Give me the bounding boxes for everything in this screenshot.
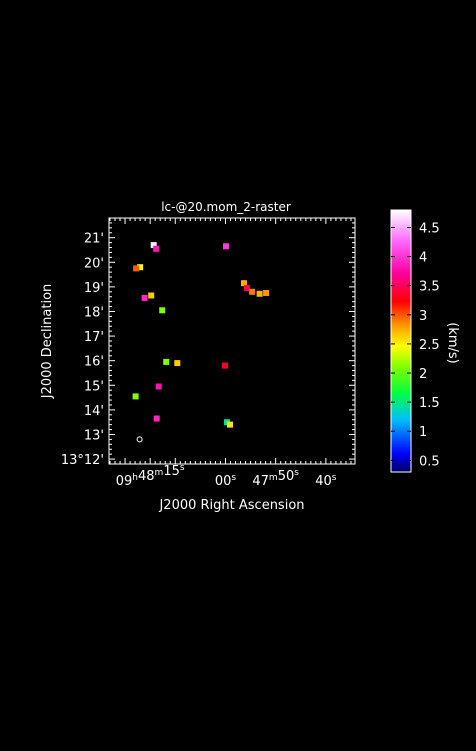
x-axis: 09h48m15s 00s 47m50s 40s — [109, 218, 352, 489]
y-tick-label: 21' — [84, 232, 104, 247]
colorbar-tick-label: 0.5 — [419, 454, 440, 469]
source-pixel — [153, 245, 160, 252]
source-pixel — [227, 421, 233, 428]
source-pixel — [159, 307, 166, 314]
x-tick-label: 09h48m15s — [116, 463, 185, 489]
y-tick-label: 13°12' — [61, 453, 104, 468]
colorbar-tick-label: 4 — [419, 251, 427, 266]
source-pixel — [155, 383, 162, 390]
colorbar-tick-label: 1 — [419, 425, 427, 440]
source-pixel — [263, 290, 270, 296]
source-pixel — [132, 393, 139, 400]
colorbar-tick-label: 3.5 — [419, 280, 440, 295]
colorbar-tick-label: 2 — [419, 367, 427, 382]
colorbar-tick-label: 3 — [419, 309, 427, 324]
y-tick-label: 17' — [84, 330, 104, 345]
source-pixel — [133, 265, 140, 272]
colorbar-tick-label: 1.5 — [419, 396, 440, 411]
source-pixel — [163, 358, 170, 365]
x-tick-label: 40s — [315, 473, 337, 489]
source-pixel — [137, 264, 144, 271]
map-pixels — [132, 242, 270, 443]
source-pixel — [174, 360, 181, 367]
y-tick-label: 19' — [84, 281, 104, 296]
source-pixel — [222, 362, 228, 369]
colorbar-axis: 4.5 4 3.5 3 2.5 2 1.5 1 0.5 — [391, 221, 440, 469]
colorbar — [390, 209, 412, 473]
x-tick-label: 47m50s — [252, 468, 299, 489]
source-pixel — [256, 290, 263, 297]
chart-title: lc-@20.mom_2-raster — [161, 200, 291, 214]
y-tick-label: 16' — [84, 355, 104, 370]
source-pixel — [244, 285, 251, 292]
beam-marker — [136, 436, 143, 443]
x-axis-label: J2000 Right Ascension — [158, 498, 304, 513]
y-tick-label: 14' — [84, 404, 104, 419]
y-axis-label: J2000 Declination — [40, 284, 55, 400]
x-tick-label: 00s — [215, 473, 237, 489]
y-tick-label: 20' — [84, 256, 104, 271]
source-pixel — [249, 288, 256, 295]
source-pixel — [148, 292, 155, 299]
source-pixel — [223, 243, 229, 250]
colorbar-tick-label: 2.5 — [419, 338, 440, 353]
y-tick-label: 13' — [84, 428, 104, 443]
colorbar-label: (km/s) — [445, 322, 460, 364]
source-pixel — [141, 294, 148, 301]
source-pixel — [153, 415, 160, 422]
y-tick-label: 18' — [84, 305, 104, 320]
colorbar-tick-label: 4.5 — [419, 221, 440, 236]
y-tick-label: 15' — [84, 379, 104, 394]
source-pixel — [150, 242, 157, 249]
y-axis: 13°12' 13' 14' 15' 16' 17' 18' 19' 20' 21' — [61, 222, 355, 468]
source-pixel — [241, 280, 247, 287]
